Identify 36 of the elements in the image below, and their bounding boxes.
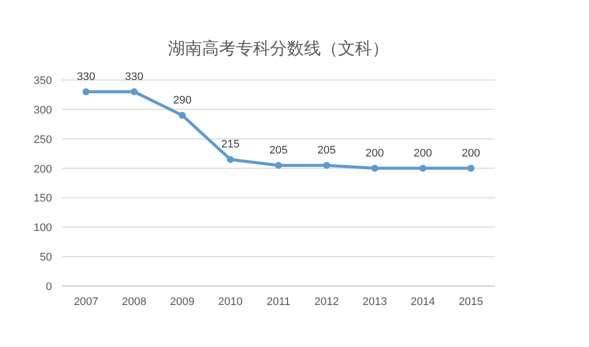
y-tick-label: 50 [40,252,52,264]
data-label: 200 [414,147,432,160]
y-tick-label: 300 [34,104,52,116]
point [226,156,234,163]
x-tick-label: 2007 [74,296,98,308]
x-tick-label: 2015 [458,296,484,308]
point [419,164,426,172]
point [371,164,378,172]
data-label: 330 [76,70,96,83]
point [178,112,186,119]
x-tick-label: 2013 [362,296,387,308]
y-tick-label: 350 [34,75,52,87]
data-label: 290 [173,94,192,106]
y-tick-label: 0 [46,281,52,293]
point [323,162,330,169]
point [82,88,90,96]
x-tick-label: 2012 [314,296,339,308]
y-tick-label: 250 [34,134,52,146]
point [275,162,282,169]
data-label: 200 [462,147,480,160]
y-tick-label: 150 [34,192,52,205]
data-label: 205 [317,144,336,156]
y-tick-label: 100 [34,222,52,234]
x-tick-label: 2014 [410,296,436,308]
point [467,164,474,172]
x-tick-label: 2009 [170,296,195,308]
point [130,88,138,96]
y-tick-label: 200 [34,163,52,176]
x-tick-label: 2010 [218,296,243,308]
x-tick-label: 2008 [122,296,146,308]
chart-title: 湖南高考专科分数线（文科） [168,39,389,58]
data-label: 330 [124,70,144,83]
data-label: 215 [221,138,240,150]
data-label: 205 [269,144,288,156]
x-tick-label: 2011 [266,296,290,308]
data-label: 200 [366,147,384,160]
